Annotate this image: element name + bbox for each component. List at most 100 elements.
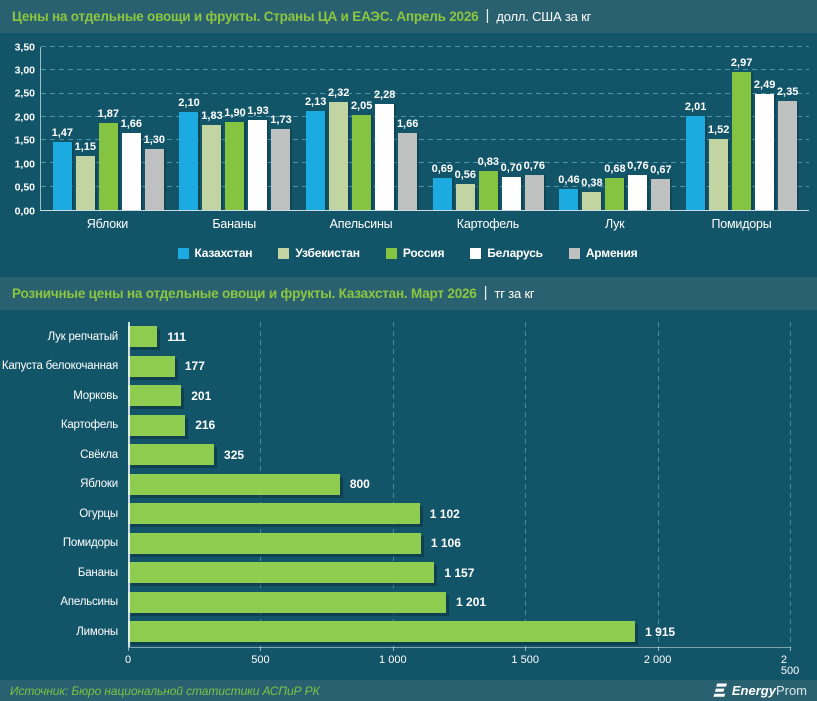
row-label: Морковь — [73, 389, 118, 402]
bar-unit: 2,35 — [776, 47, 799, 210]
bar-unit: 1,83 — [201, 47, 223, 210]
bar-value-label: 0,76 — [627, 159, 649, 172]
bar-value-label: 0,83 — [477, 156, 500, 169]
y-tick-label: 1,50 — [14, 134, 35, 147]
bar — [709, 139, 729, 210]
category-label: Лук — [604, 217, 625, 231]
bar — [559, 188, 579, 210]
bar-value-label: 1,93 — [247, 105, 269, 118]
chart1-legend: Казахстан Узбекистан Россия Беларусь Армения — [6, 246, 809, 260]
bar-value-label: 1,30 — [143, 134, 166, 147]
bar — [605, 178, 625, 210]
bar-unit: 1,52 — [708, 47, 729, 210]
bar-value-label: 1,66 — [120, 117, 143, 130]
bar-unit: 2,97 — [730, 47, 753, 210]
category-label: Бананы — [212, 217, 257, 231]
bar — [582, 192, 602, 210]
row-label: Лимоны — [76, 625, 118, 638]
chart2-y-axis-line — [128, 322, 130, 647]
bar-unit: 0,68 — [604, 47, 626, 210]
x-tick-mark — [657, 646, 659, 651]
bar-row: Капуста белокочанная 177 — [0, 352, 817, 382]
chart2-unit: тг за кг — [494, 286, 535, 301]
legend-label: Казахстан — [194, 246, 253, 260]
bar-track: 111 — [128, 326, 790, 348]
bar-row: Лук репчатый 111 — [0, 322, 817, 352]
row-label: Огурцы — [79, 507, 118, 520]
bar-value-label: 2,49 — [753, 79, 776, 92]
h-gridline — [41, 69, 809, 71]
bar-value-label: 2,35 — [776, 85, 799, 98]
bar-value-label: 1,47 — [51, 126, 74, 139]
bar-group: 2,13 2,32 2,05 2,28 1,66 — [304, 47, 418, 210]
bar-unit: 0,83 — [477, 47, 500, 210]
bar-unit: 0,56 — [455, 47, 476, 210]
chart2-rows: Лук репчатый 111 Капуста белокочанная 177 Мо… — [0, 322, 817, 648]
h-gridline — [41, 185, 809, 187]
v-gridline — [657, 322, 659, 648]
x-tick-label: 0 — [124, 653, 132, 666]
bar — [202, 124, 222, 210]
bar-unit: 2,10 — [178, 47, 200, 210]
category-label: Помидоры — [711, 217, 772, 231]
bar-value-label: 325 — [224, 447, 245, 462]
bar-value-label: 2,97 — [730, 56, 753, 69]
bar-value-label: 2,13 — [304, 95, 327, 108]
bar-unit: 1,90 — [224, 47, 246, 210]
x-tick-mark — [260, 646, 262, 651]
bar-value-label: 2,28 — [373, 88, 396, 101]
bar — [128, 473, 340, 495]
chart1-groups: 1,47 1,15 1,87 1,66 1,30 2,10 1,83 1,90 1,93 1,73… — [41, 47, 809, 210]
bar-value-label: 0,67 — [650, 163, 672, 176]
bar-unit: 2,49 — [753, 47, 776, 210]
legend-item: Армения — [568, 246, 638, 260]
x-tick-label: 2 000 — [643, 653, 672, 666]
y-tick-label: 0,00 — [14, 204, 35, 217]
x-tick-label: 1 000 — [379, 653, 407, 666]
row-label: Апельсины — [60, 596, 118, 609]
bar — [478, 171, 498, 210]
legend-item: Россия — [385, 246, 445, 260]
chart1-plot-column: 1,47 1,15 1,87 1,66 1,30 2,10 1,83 1,90 1,93 1,73… — [40, 46, 809, 231]
x-tick-label: 1 500 — [511, 653, 539, 666]
bar-track: 216 — [128, 414, 790, 436]
legend-label: Россия — [402, 246, 445, 260]
h-gridline — [41, 115, 809, 117]
bar-track: 1 157 — [128, 562, 790, 584]
bar-row: Огурцы 1 102 — [0, 499, 817, 529]
bar — [455, 183, 475, 210]
bar-unit: 2,32 — [328, 47, 349, 210]
grouped-bar-chart: 0,00 0,50 1,00 1,50 2,00 2,50 3,00 3,50 1,47 1,1… — [0, 33, 817, 277]
chart1-categories: Яблоки Бананы Апельсины Картофель Лук Помидор… — [40, 217, 809, 231]
row-label: Бананы — [77, 566, 118, 579]
bar-group: 2,10 1,83 1,90 1,93 1,73 — [178, 47, 292, 210]
chart1-title: Цены на отдельные овощи и фрукты. Страны… — [12, 9, 479, 24]
bar-unit: 0,69 — [432, 47, 453, 210]
horizontal-bar-chart: Лук репчатый 111 Капуста белокочанная 177 Мо… — [0, 310, 817, 680]
bar-unit: 1,73 — [270, 47, 292, 210]
bar-value-label: 216 — [195, 418, 216, 433]
h-gridline — [41, 139, 809, 141]
bar-unit: 1,93 — [247, 47, 269, 210]
x-tick-mark — [525, 646, 527, 651]
bar — [329, 101, 349, 210]
chart1-plot: 1,47 1,15 1,87 1,66 1,30 2,10 1,83 1,90 1,93 1,73… — [40, 46, 809, 211]
bar-unit: 1,15 — [75, 47, 96, 210]
bar-value-label: 0,70 — [500, 162, 523, 175]
bar-track: 201 — [128, 385, 790, 407]
legend-label: Беларусь — [487, 246, 543, 260]
bar — [375, 103, 395, 210]
y-tick-label: 0,50 — [14, 181, 35, 194]
footer: Источник: Бюро национальной статистики А… — [0, 680, 817, 701]
energyprom-logo-icon — [713, 683, 727, 697]
chart1-title-band: Цены на отдельные овощи и фрукты. Страны… — [0, 0, 817, 33]
h-gridline — [41, 162, 809, 164]
bar-value-label: 1 102 — [429, 506, 460, 521]
bar — [75, 156, 95, 210]
legend-marker — [177, 247, 189, 259]
bar — [128, 503, 420, 525]
bar-group: 1,47 1,15 1,87 1,66 1,30 — [51, 47, 166, 210]
bar — [306, 110, 326, 210]
bar-unit: 2,01 — [685, 47, 706, 210]
legend-marker — [278, 247, 290, 259]
